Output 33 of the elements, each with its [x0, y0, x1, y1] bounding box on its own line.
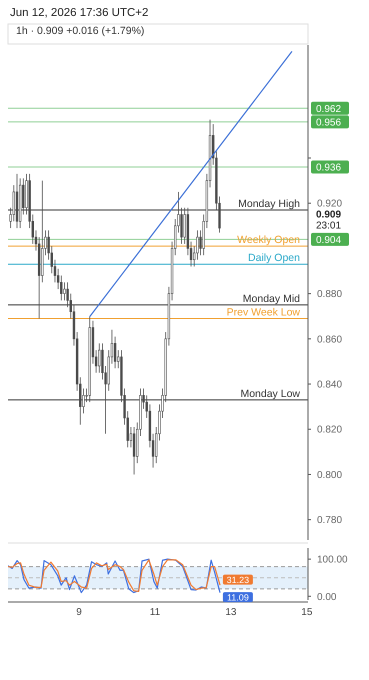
- ref-line-label: Weekly Open: [237, 234, 300, 246]
- ref-line-label: Prev Week Low: [226, 306, 300, 318]
- text: 0.904: [316, 234, 342, 246]
- chart-title: Jun 12, 2026 17:36 UTC+2: [10, 7, 148, 19]
- x-tick-label: 11: [150, 607, 161, 618]
- text: 0.936: [316, 162, 342, 174]
- x-tick-label: 9: [76, 607, 82, 618]
- text: 0.962: [316, 104, 342, 115]
- data-label: 11.09: [226, 592, 249, 602]
- candlestick: [63, 282, 66, 301]
- ref-line-label: Monday Mid: [242, 292, 300, 305]
- data-label: 31.23: [226, 574, 250, 585]
- y-tick-label: 0.780: [317, 515, 342, 526]
- candlestick: [98, 342, 100, 374]
- y-tick-label: 0.880: [317, 289, 342, 300]
- ref-line-label: Daily Open: [248, 252, 300, 264]
- text: 0.909: [316, 209, 342, 220]
- y-tick-label: 0.860: [317, 334, 342, 346]
- candlestick: [132, 426, 136, 475]
- candlestick: [183, 207, 186, 244]
- text: 23:01: [316, 220, 342, 232]
- y-tick-label: 0.920: [317, 198, 342, 210]
- y-tick-label: 0.840: [317, 380, 342, 391]
- ref-line-label: Monday High: [238, 198, 300, 210]
- y-tick-label: 0.820: [317, 424, 342, 436]
- ref-line-label: Monday Low: [240, 388, 300, 400]
- y-tick-label: 0.800: [317, 470, 342, 481]
- text: 0.956: [316, 117, 342, 128]
- y-tick-label: 100.00: [317, 554, 348, 566]
- y-tick-label: 0.00: [317, 592, 337, 603]
- x-tick-label: 15: [301, 607, 313, 618]
- x-tick-label: 13: [225, 607, 237, 618]
- chart-subtitle: 1h · 0.909 +0.016 (+1.79%): [16, 25, 144, 37]
